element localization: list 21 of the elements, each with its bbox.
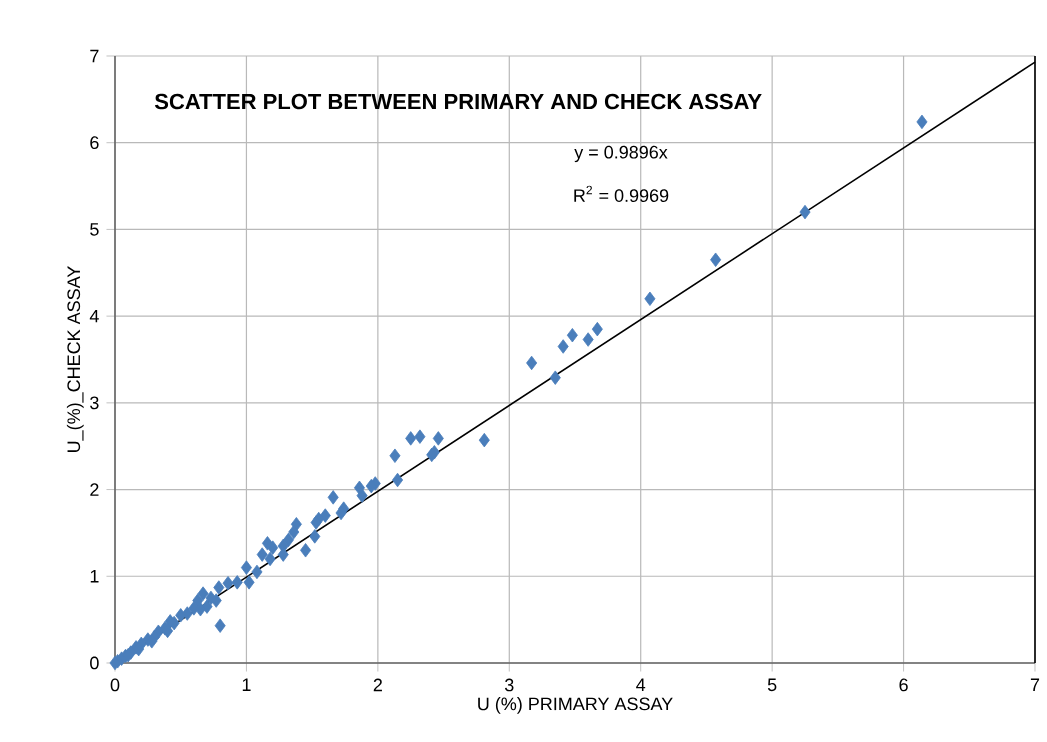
y-tick-label: 2 [90, 483, 99, 496]
y-tick-label: 4 [89, 309, 99, 323]
y-tick-label: 5 [90, 223, 99, 236]
x-tick-label: 6 [899, 678, 908, 692]
y-tick-label: 7 [90, 49, 99, 63]
y-tick-label: 0 [90, 656, 99, 670]
y-tick-label: 6 [90, 136, 99, 150]
x-tick-label: 5 [767, 678, 777, 692]
x-axis-title: U (%) PRIMARY ASSAY [478, 697, 673, 714]
y-tick-label: 3 [90, 396, 99, 410]
x-tick-label: 1 [242, 678, 251, 691]
x-tick-label: 4 [636, 678, 646, 691]
annotation: y = 0.9896x [574, 145, 668, 163]
y-tick-label: 1 [90, 570, 99, 583]
x-tick-label: 0 [110, 678, 120, 692]
x-tick-label: 2 [373, 678, 382, 692]
annotation: R$^{2}$ = 0.9969 [574, 185, 669, 202]
text: SCATTER PLOT BETWEEN PRIMARY AND CHECK ASSAY [154, 93, 762, 110]
x-tick-label: 3 [504, 678, 514, 692]
y-axis-title: U_(%)_CHECK ASSAY [66, 266, 84, 452]
x-tick-label: 7 [1030, 678, 1040, 691]
